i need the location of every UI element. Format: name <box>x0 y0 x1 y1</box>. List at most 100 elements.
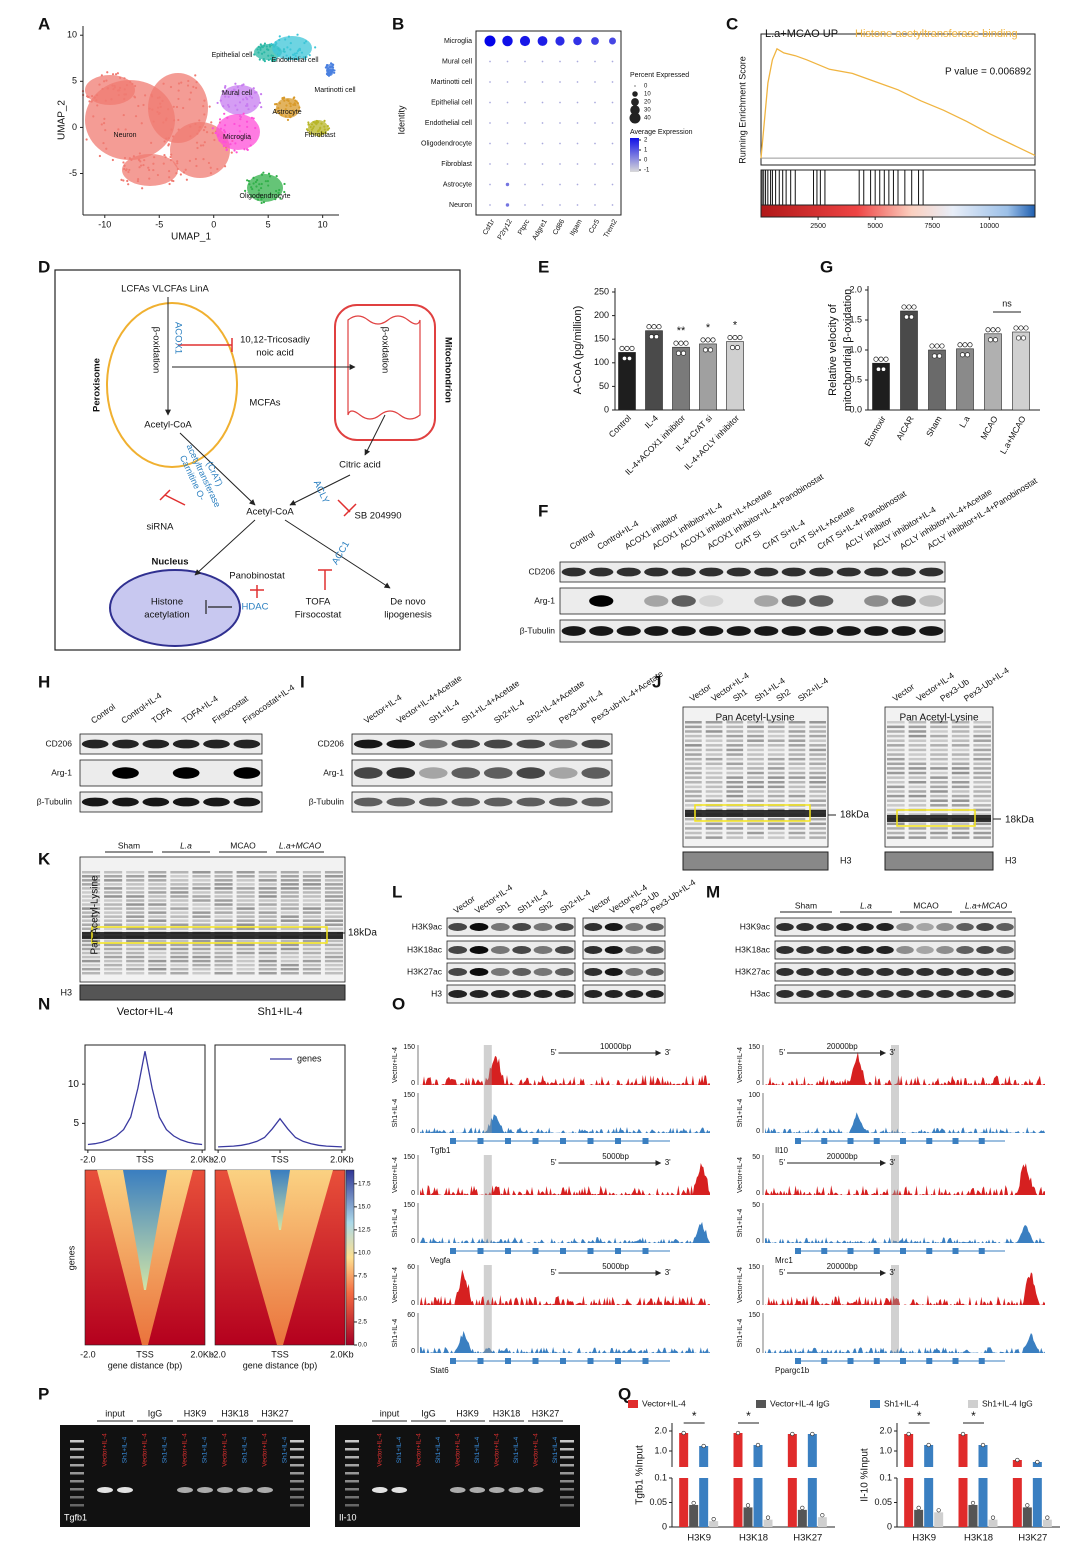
blot-smear <box>302 915 321 918</box>
blot-smear <box>930 753 948 756</box>
y-tick-label: 2.0 <box>654 1425 667 1435</box>
blot-smear <box>126 939 145 943</box>
blot-smear <box>214 899 233 902</box>
blot-smear <box>258 911 277 914</box>
blot-smear <box>973 776 991 779</box>
cell-dot <box>167 144 170 147</box>
cell-dot <box>164 119 168 122</box>
cell-dot <box>184 168 187 171</box>
bar <box>904 1434 914 1467</box>
blot-smear <box>324 971 343 975</box>
blot-smear <box>747 836 764 839</box>
track-zero: 0 <box>756 1080 760 1087</box>
cell-dot <box>163 140 166 143</box>
cell-dot <box>326 67 330 70</box>
blot-smear <box>788 822 806 826</box>
replicate <box>959 352 966 358</box>
blot-band <box>584 923 603 931</box>
ladder-band <box>345 1480 359 1483</box>
cell-dot <box>267 172 271 175</box>
blot-band <box>887 815 991 822</box>
diagram-text: De novo <box>390 597 425 608</box>
blot-band <box>386 797 416 807</box>
cell-dot <box>128 157 131 160</box>
column-label: Itgam <box>569 218 584 237</box>
blot-smear <box>973 808 991 812</box>
cell-dot <box>114 73 118 76</box>
blot-band <box>604 946 623 954</box>
blot-band <box>776 946 794 954</box>
blot-band <box>916 923 934 931</box>
x-tick-label: 10000 <box>980 223 1000 230</box>
cell-dot <box>202 158 205 161</box>
blot-smear <box>82 951 101 955</box>
blot-band <box>816 990 834 998</box>
legend-label: genes <box>297 1053 322 1063</box>
cell-dot <box>116 72 120 75</box>
cell-dot <box>127 183 130 186</box>
cell-dot <box>225 148 229 151</box>
cell-dot <box>253 91 257 94</box>
ladder-band <box>345 1456 359 1459</box>
blot-smear <box>82 955 101 959</box>
lane-label: Vector+IL-4 <box>222 1433 229 1467</box>
cell-dot <box>176 167 179 171</box>
blot-band <box>776 923 794 931</box>
bar <box>1042 1519 1052 1527</box>
dot <box>524 81 526 83</box>
cell-dot <box>285 54 288 57</box>
cell-dot <box>224 141 227 144</box>
blot-smear <box>104 911 123 914</box>
blot-smear <box>170 899 189 902</box>
dot <box>594 183 596 186</box>
blot-smear <box>214 907 233 910</box>
cell-dot <box>293 102 296 105</box>
blot-smear <box>951 730 970 733</box>
arrow <box>194 519 256 576</box>
cell-dot <box>233 149 236 152</box>
blot-smear <box>302 955 321 959</box>
diagram-text: acetylation <box>144 610 189 621</box>
exon <box>477 1138 484 1144</box>
blot-band <box>233 797 261 807</box>
blot-band <box>483 797 513 807</box>
blot-smear <box>170 967 189 971</box>
blot-strip <box>884 851 994 871</box>
blot-band <box>776 990 794 998</box>
x-tick-label: Etomoxir <box>862 414 888 448</box>
blot-smear <box>236 955 255 959</box>
blot-smear <box>170 963 189 967</box>
blot-smear <box>705 748 723 752</box>
blot-smear <box>236 951 255 955</box>
lane-label: Vector+IL-4 <box>376 1433 383 1467</box>
cell-dot <box>312 120 315 124</box>
blot-smear <box>258 887 277 890</box>
ladder-band <box>345 1504 359 1507</box>
dot <box>611 163 614 165</box>
blot-band <box>554 990 574 998</box>
cell-dot <box>236 108 239 111</box>
replicate <box>678 340 684 346</box>
blot-band <box>645 968 664 976</box>
track-zero: 0 <box>756 1300 760 1307</box>
blot-smear <box>192 887 211 890</box>
blot-smear <box>887 771 905 775</box>
blot-smear <box>236 907 255 910</box>
blot-smear <box>148 891 167 894</box>
cell-dot <box>209 172 213 175</box>
diagram-text: ACC1 <box>330 539 352 566</box>
blot-smear <box>148 915 167 918</box>
ladder-band <box>290 1448 304 1451</box>
bar <box>1012 1460 1022 1467</box>
cell-dot <box>133 95 136 98</box>
cell-dot <box>274 189 278 193</box>
blot-smear <box>170 947 189 951</box>
blot-smear <box>148 959 167 963</box>
blot-smear <box>685 739 702 742</box>
gel-band <box>117 1487 133 1493</box>
replicate <box>1045 1515 1050 1520</box>
dot <box>502 35 513 47</box>
cell-dot <box>159 105 162 108</box>
cell-dot <box>156 173 160 177</box>
cell-dot <box>169 85 173 89</box>
